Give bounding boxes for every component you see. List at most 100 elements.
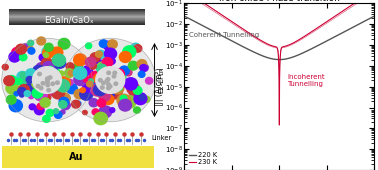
Circle shape: [133, 107, 140, 113]
Circle shape: [50, 75, 59, 84]
Circle shape: [44, 70, 57, 82]
Circle shape: [33, 67, 62, 93]
Circle shape: [28, 40, 34, 46]
Bar: [9, 13, 145, 14]
230 K: [324, 21, 328, 23]
Circle shape: [109, 87, 122, 99]
Circle shape: [19, 54, 27, 61]
Circle shape: [52, 87, 64, 99]
Circle shape: [2, 64, 8, 70]
Circle shape: [119, 75, 126, 81]
Circle shape: [49, 89, 54, 94]
Circle shape: [9, 52, 20, 62]
Circle shape: [109, 72, 115, 77]
Circle shape: [110, 74, 115, 78]
Circle shape: [111, 80, 121, 89]
Circle shape: [43, 76, 53, 84]
Circle shape: [14, 92, 19, 96]
220 K: [217, 33, 221, 35]
230 K: [296, 39, 301, 41]
Circle shape: [90, 71, 101, 82]
Circle shape: [20, 79, 31, 89]
Circle shape: [34, 67, 44, 75]
Circle shape: [140, 64, 148, 71]
Circle shape: [94, 112, 107, 125]
Circle shape: [102, 87, 115, 99]
Circle shape: [6, 82, 19, 94]
230 K: [306, 33, 310, 35]
Circle shape: [18, 85, 29, 95]
Circle shape: [105, 77, 114, 85]
Circle shape: [112, 75, 119, 81]
Circle shape: [42, 47, 53, 57]
Circle shape: [99, 40, 108, 47]
Circle shape: [108, 40, 117, 49]
Circle shape: [103, 94, 114, 104]
Circle shape: [91, 75, 102, 85]
Circle shape: [105, 73, 118, 84]
Circle shape: [46, 75, 57, 84]
Circle shape: [106, 68, 111, 72]
Circle shape: [119, 99, 132, 111]
Circle shape: [58, 77, 71, 89]
Circle shape: [20, 72, 27, 79]
Circle shape: [59, 101, 67, 108]
Circle shape: [85, 57, 96, 67]
Circle shape: [42, 74, 52, 83]
Circle shape: [65, 69, 74, 78]
Circle shape: [21, 47, 25, 51]
Circle shape: [96, 50, 105, 59]
Circle shape: [46, 83, 50, 87]
Circle shape: [107, 71, 110, 74]
Title: Iron oxide Phase transition: Iron oxide Phase transition: [219, 0, 340, 3]
Circle shape: [41, 70, 48, 76]
Bar: [9, 20, 145, 21]
Circle shape: [99, 91, 110, 101]
Circle shape: [52, 81, 62, 91]
Circle shape: [102, 81, 105, 84]
Circle shape: [104, 80, 111, 86]
Text: E2-LFtn: E2-LFtn: [158, 67, 164, 93]
Circle shape: [108, 58, 115, 64]
Circle shape: [43, 47, 54, 58]
Circle shape: [43, 70, 52, 78]
Circle shape: [46, 64, 57, 74]
Circle shape: [39, 72, 48, 80]
Circle shape: [88, 79, 93, 83]
Circle shape: [87, 81, 93, 87]
Circle shape: [34, 106, 44, 115]
Circle shape: [60, 110, 65, 114]
Circle shape: [75, 72, 82, 78]
Circle shape: [74, 89, 85, 99]
Bar: [9, 9, 145, 10]
Circle shape: [85, 93, 90, 98]
Circle shape: [89, 63, 96, 69]
Circle shape: [113, 78, 121, 85]
220 K: [255, 53, 259, 55]
Circle shape: [123, 46, 136, 58]
Circle shape: [101, 64, 112, 74]
Circle shape: [112, 82, 124, 94]
Circle shape: [94, 84, 106, 96]
Text: EGaIn/GaOₓ: EGaIn/GaOₓ: [44, 16, 93, 24]
Circle shape: [121, 55, 127, 59]
Circle shape: [50, 77, 54, 81]
Circle shape: [22, 44, 29, 51]
Circle shape: [60, 86, 67, 92]
Circle shape: [28, 88, 33, 93]
Circle shape: [36, 63, 47, 73]
Circle shape: [28, 46, 33, 52]
Circle shape: [40, 76, 50, 86]
Circle shape: [42, 76, 50, 83]
Circle shape: [40, 74, 53, 86]
Circle shape: [115, 83, 120, 88]
Circle shape: [116, 79, 125, 88]
Circle shape: [50, 77, 54, 82]
Circle shape: [74, 73, 87, 86]
Circle shape: [106, 78, 110, 81]
Bar: [9, 14, 145, 15]
Bar: [9, 8, 145, 9]
Circle shape: [122, 96, 136, 108]
Circle shape: [105, 78, 111, 82]
Circle shape: [91, 84, 104, 96]
